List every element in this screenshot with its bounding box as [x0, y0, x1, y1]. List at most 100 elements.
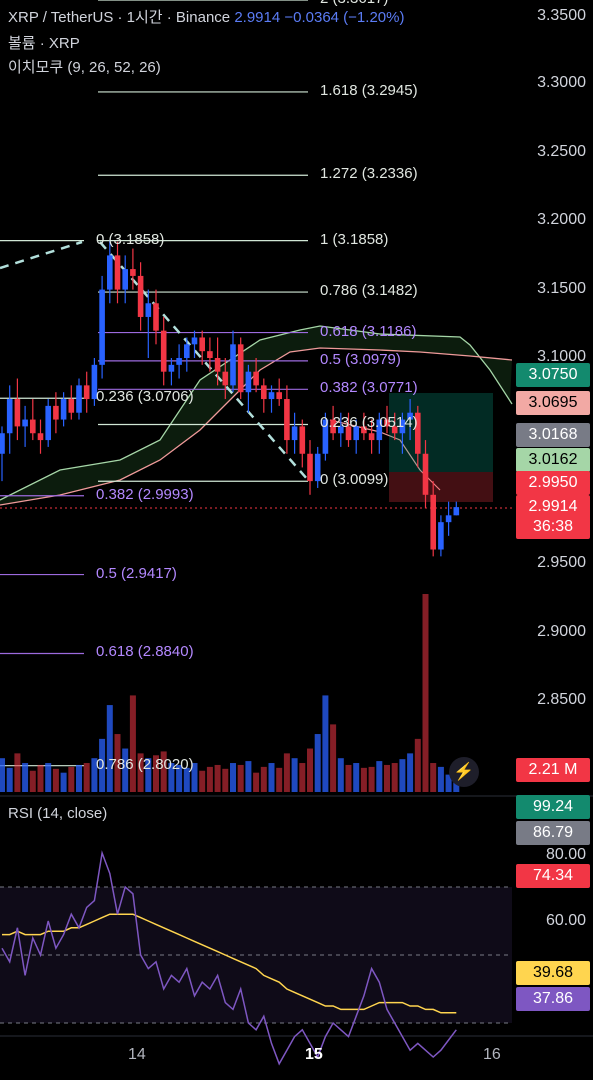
candle-body	[245, 371, 252, 393]
lightning-icon[interactable]: ⚡	[449, 757, 479, 787]
candle-body	[299, 426, 306, 454]
fib-left-label: 0.236 (3.0706)	[96, 388, 194, 406]
volume-bar	[191, 763, 198, 792]
volume-bar	[237, 764, 244, 792]
fib-left-label: 0 (3.1858)	[96, 230, 165, 248]
candle-body	[453, 507, 460, 516]
volume-bar	[360, 767, 367, 792]
volume-bar	[29, 770, 36, 792]
volume-bar	[445, 774, 452, 792]
candle-body	[30, 419, 36, 434]
volume-bar	[206, 766, 213, 792]
symbol-title: XRP / TetherUS · 1시간 · Binance	[8, 9, 231, 26]
candle-body	[160, 330, 167, 372]
price-badge: 3.0750	[516, 363, 590, 387]
price-tick-label: 3.2500	[537, 143, 586, 160]
rsi-ma-line	[2, 913, 457, 1014]
volume-bar	[214, 764, 221, 792]
volume-bar	[160, 751, 167, 792]
candle-body	[45, 405, 51, 441]
candle-body	[22, 419, 28, 427]
volume-bar	[276, 767, 283, 792]
volume-bar	[99, 738, 106, 792]
price-tick-label: 2.8500	[537, 691, 586, 708]
candle-body	[0, 433, 5, 454]
price-tick-label: 3.1500	[537, 280, 586, 297]
volume-bar	[114, 734, 121, 792]
volume-bar	[330, 724, 337, 792]
candle-body	[291, 426, 298, 441]
rsi-tick-label: 60.00	[545, 912, 586, 929]
volume-bar	[291, 758, 298, 792]
fib-right-label: 1.618 (3.2945)	[320, 81, 418, 99]
fib-right-label: 1.272 (3.2336)	[320, 165, 418, 183]
ichimoku-span-a	[0, 325, 513, 501]
price-badge: 3.0168	[516, 423, 590, 447]
volume-bar	[384, 764, 390, 792]
volume-bar	[0, 758, 5, 792]
price-tick-label: 3.1000	[537, 348, 586, 365]
volume-bar	[129, 695, 136, 792]
candle-body	[153, 303, 159, 331]
candle-body	[376, 419, 383, 441]
time-tick-label: 14	[128, 1046, 146, 1063]
volume-bar	[106, 705, 113, 792]
volume-bar	[376, 761, 383, 792]
rsi-tick-label: 80.00	[545, 846, 586, 863]
ichimoku-cloud	[0, 325, 513, 509]
volume-bar	[68, 766, 75, 792]
volume-bar	[437, 766, 444, 792]
candle-body	[6, 399, 13, 434]
price-badge: 36:38	[516, 515, 590, 539]
volume-bar	[222, 768, 229, 792]
fib-right-label: 0.236 (3.0514)	[320, 414, 418, 432]
rsi-line	[1, 850, 457, 1066]
rsi-title[interactable]: RSI (14, close)	[8, 805, 108, 822]
fib-left-label: 0.786 (2.8020)	[96, 755, 194, 773]
candle-body	[37, 433, 44, 441]
price-tick-label: 3.3500	[537, 7, 586, 24]
ichimoku-indicator-label[interactable]: 이치모쿠 (9, 26, 52, 26)	[8, 59, 161, 76]
volume-bar	[422, 594, 429, 792]
candle-body	[314, 453, 321, 482]
volume-bar	[353, 763, 360, 792]
volume-bar	[76, 764, 82, 792]
price-tick-label: 2.9500	[537, 554, 586, 571]
candle-body	[445, 515, 452, 523]
fib-left-label: 0.382 (2.9993)	[96, 485, 194, 503]
candle-body	[338, 426, 344, 434]
volume-indicator-label[interactable]: 볼륨 · XRP	[8, 35, 80, 52]
candle-body	[145, 303, 152, 317]
candle-body	[168, 364, 175, 372]
candle-body	[53, 405, 59, 420]
candle-body	[253, 371, 259, 386]
candle-body	[68, 399, 75, 413]
candle-body	[361, 426, 367, 434]
volume-bar	[253, 772, 260, 792]
price-change: −0.0364 (−1.20%)	[284, 9, 405, 26]
volume-bar	[183, 767, 190, 792]
candle-body	[415, 412, 421, 454]
volume-bar	[14, 753, 21, 792]
candle-body	[261, 385, 267, 400]
candle-body	[422, 453, 429, 495]
volume-bar	[399, 759, 406, 792]
candle-body	[14, 399, 21, 427]
volume-bar	[245, 761, 252, 792]
volume-bar	[391, 763, 398, 792]
price-badge: 3.0695	[516, 391, 590, 415]
volume-bar	[230, 763, 236, 792]
volume-bar	[83, 763, 90, 792]
candle-body	[268, 392, 275, 400]
candle-body	[407, 412, 413, 420]
candle-body	[230, 344, 236, 386]
chart-header-symbol[interactable]: XRP / TetherUS · 1시간 · Binance 2.9914 −0…	[8, 6, 404, 27]
long-position-profit-zone	[389, 393, 493, 472]
candle-body	[237, 344, 244, 393]
candle-body	[353, 426, 359, 441]
time-tick-label: 15	[305, 1046, 323, 1063]
fibonacci-lines	[0, 0, 309, 767]
volume-bars	[0, 594, 460, 792]
volume-bar	[52, 768, 59, 792]
